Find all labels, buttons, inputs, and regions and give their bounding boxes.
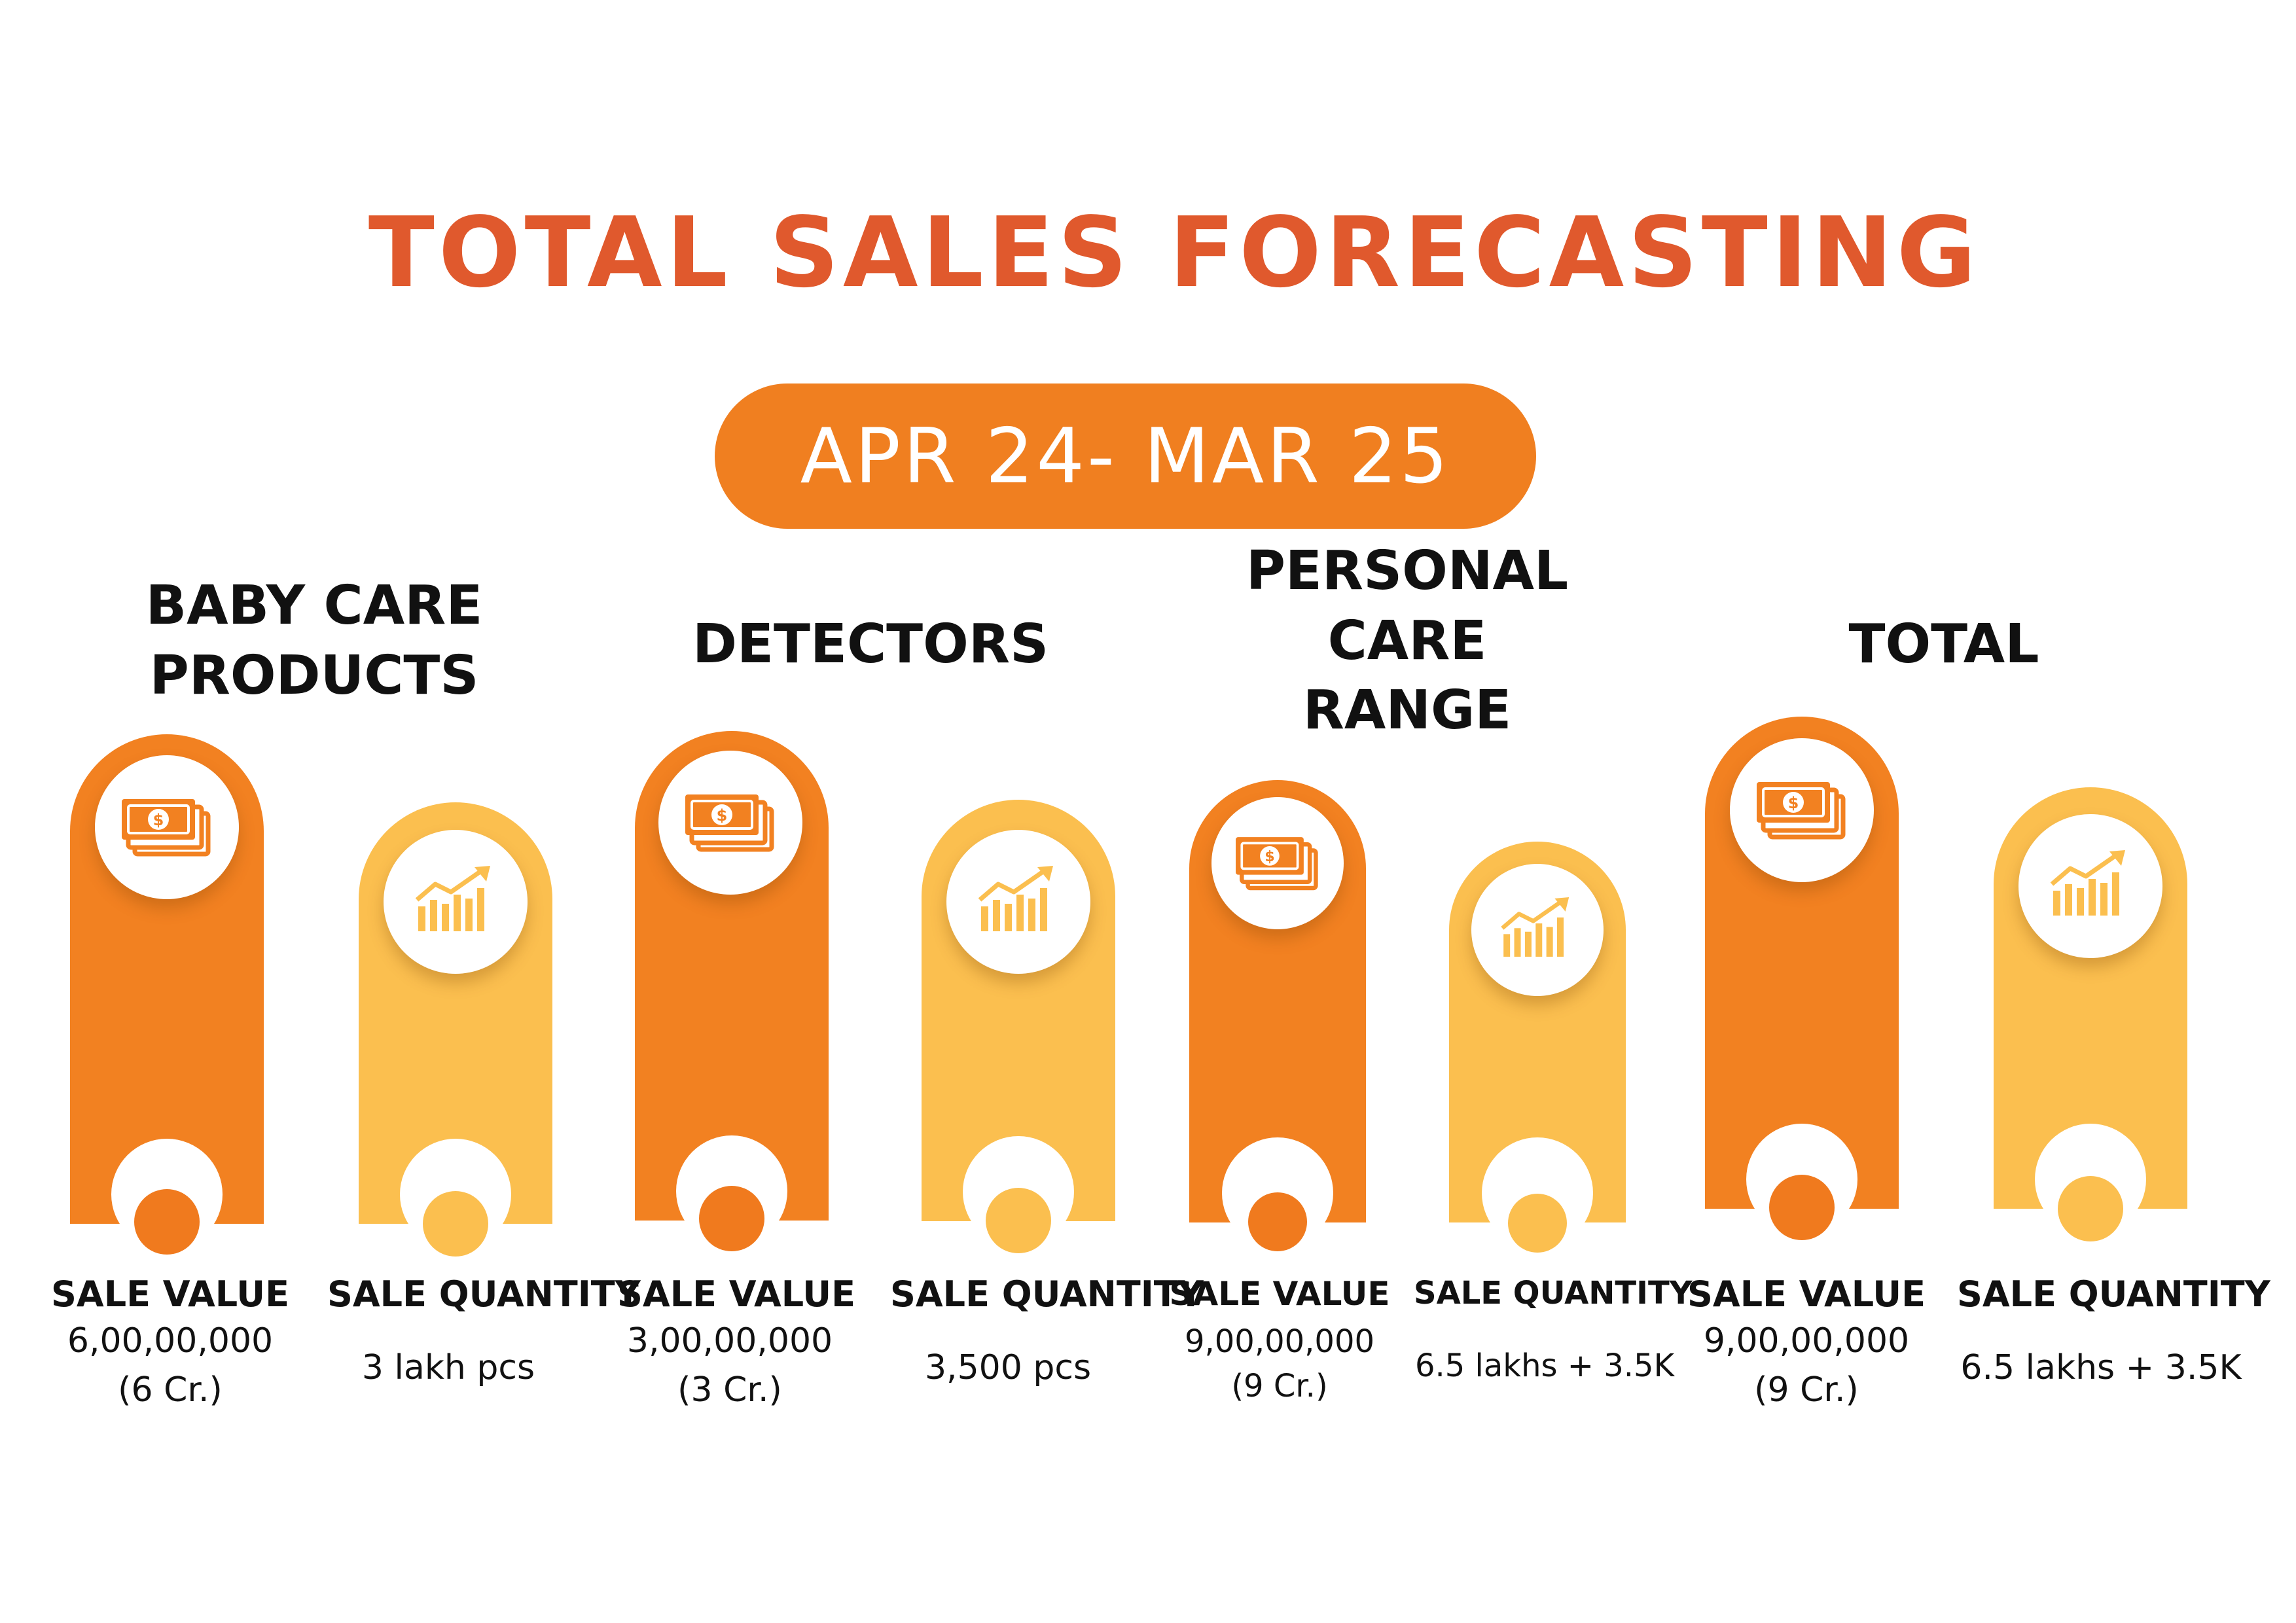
- sale-value-amount: 9,00,00,000 (9 Cr.): [1184, 1323, 1375, 1405]
- indicator-dot: [134, 1189, 200, 1255]
- sale-value-amount: 6,00,00,000 (6 Cr.): [67, 1321, 274, 1410]
- money-icon: $: [95, 755, 239, 899]
- svg-text:$: $: [153, 811, 164, 829]
- category-title-total: TOTAL: [1848, 613, 2039, 675]
- growth-chart-icon: [1471, 864, 1604, 996]
- period-badge: APR 24- MAR 25: [715, 383, 1536, 529]
- money-icon: $: [1211, 797, 1344, 929]
- svg-text:$: $: [1265, 848, 1274, 865]
- svg-text:$: $: [717, 806, 728, 825]
- growth-chart-icon: [384, 830, 528, 974]
- sale-quantity-label: SALE QUANTITY: [890, 1274, 1204, 1315]
- sale-quantity-label: SALE QUANTITY: [1414, 1275, 1693, 1311]
- sale-quantity-amount: 3 lakh pcs: [361, 1348, 535, 1387]
- indicator-dot: [1248, 1192, 1307, 1251]
- indicator-dot: [423, 1191, 488, 1257]
- growth-chart-icon: [946, 830, 1090, 974]
- indicator-dot: [2058, 1176, 2123, 1241]
- sale-value-amount: 3,00,00,000 (3 Cr.): [626, 1321, 833, 1410]
- sale-value-label: SALE VALUE: [51, 1274, 289, 1315]
- growth-chart-icon: [2018, 814, 2162, 958]
- category-title-personal-care: PERSONAL CARE RANGE: [1246, 540, 1569, 742]
- svg-text:$: $: [1788, 794, 1799, 812]
- indicator-dot: [699, 1186, 764, 1251]
- sale-quantity-amount: 3,500 pcs: [924, 1348, 1092, 1387]
- sale-quantity-amount: 6.5 lakhs + 3.5K: [1414, 1347, 1675, 1384]
- money-icon: $: [658, 751, 802, 895]
- category-title-detectors: DETECTORS: [692, 613, 1049, 675]
- sale-quantity-label: SALE QUANTITY: [327, 1274, 641, 1315]
- money-icon: $: [1730, 738, 1874, 882]
- sale-quantity-label: SALE QUANTITY: [1957, 1274, 2270, 1315]
- category-title-baby-care: BABY CARE PRODUCTS: [145, 575, 483, 707]
- page-title: TOTAL SALES FORECASTING: [368, 196, 1981, 309]
- sale-value-label: SALE VALUE: [617, 1274, 855, 1315]
- indicator-dot: [986, 1188, 1051, 1253]
- indicator-dot: [1508, 1194, 1567, 1253]
- indicator-dot: [1769, 1175, 1835, 1240]
- sale-value-label: SALE VALUE: [1169, 1275, 1390, 1313]
- sale-value-amount: 9,00,00,000 (9 Cr.): [1703, 1321, 1910, 1410]
- sale-quantity-amount: 6.5 lakhs + 3.5K: [1960, 1348, 2242, 1387]
- sale-value-label: SALE VALUE: [1687, 1274, 1926, 1315]
